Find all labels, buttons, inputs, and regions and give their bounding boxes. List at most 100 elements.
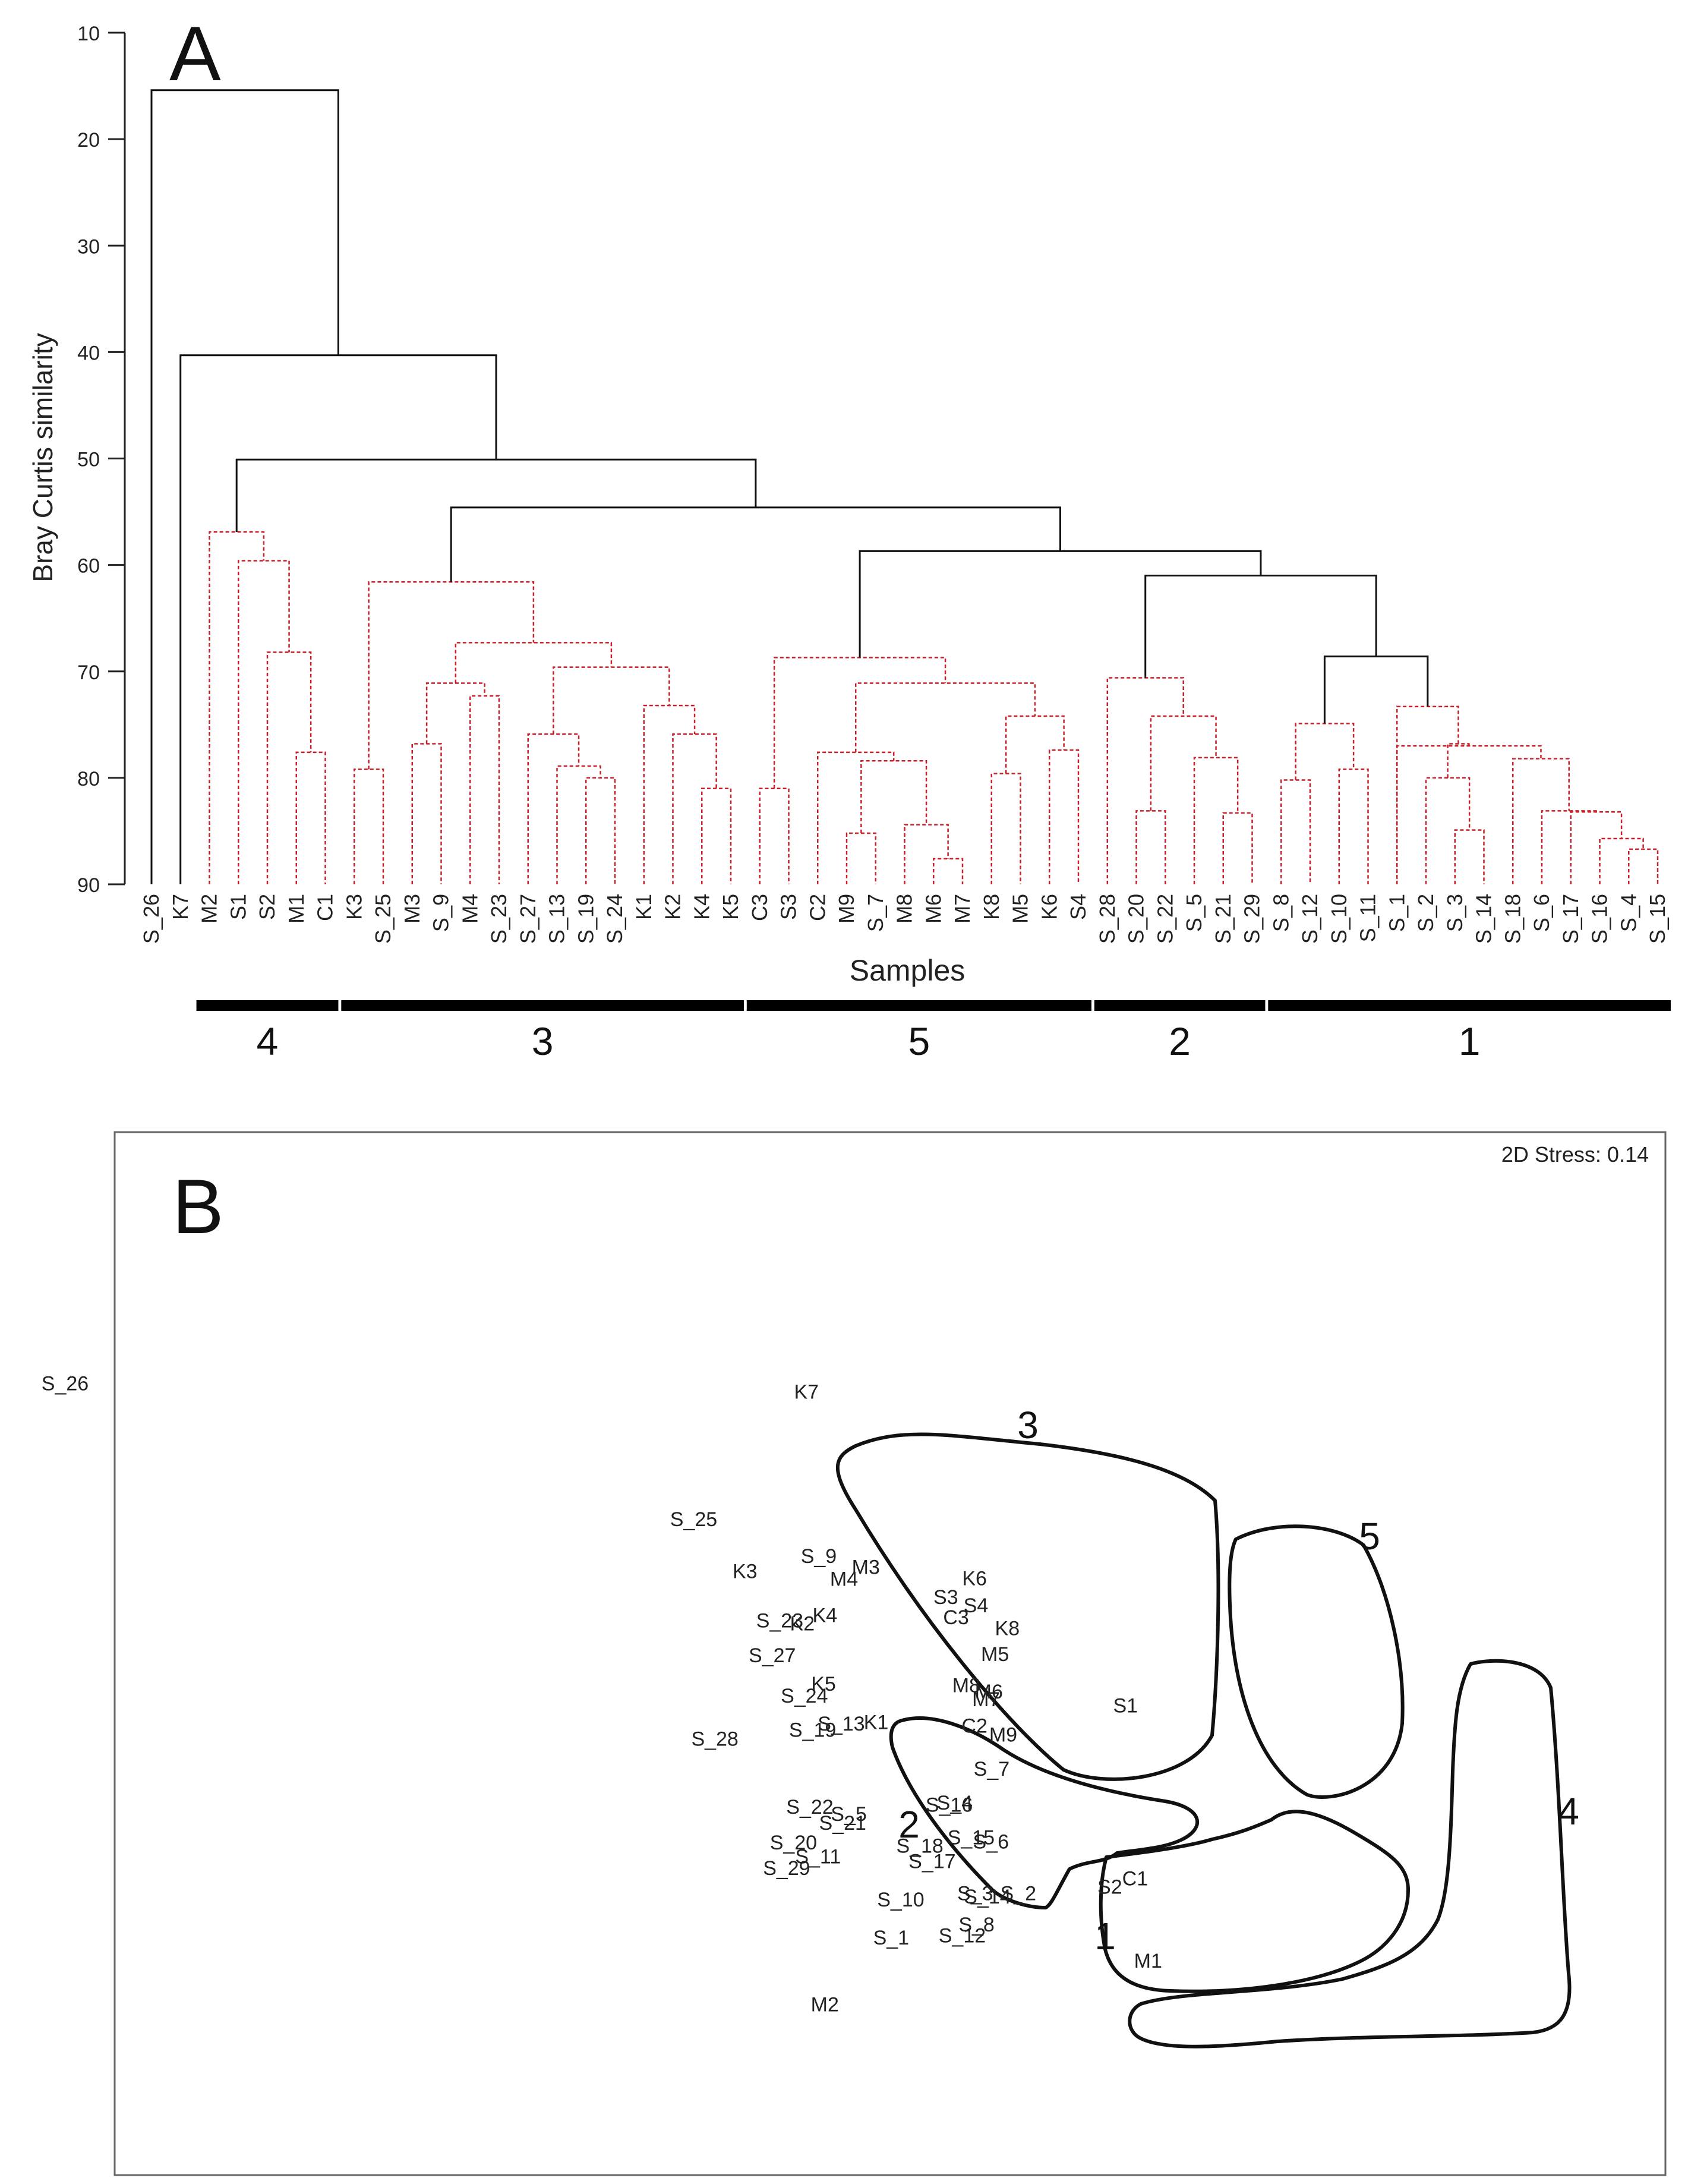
point-label: S2 bbox=[1097, 1876, 1122, 1899]
dendrogram-link bbox=[209, 531, 265, 884]
dendrogram-link bbox=[556, 765, 601, 884]
point-label: S_29 bbox=[763, 1857, 810, 1880]
leaf-label: S_6 bbox=[1529, 894, 1554, 932]
point-label: S_5 bbox=[831, 1803, 867, 1826]
leaf-label: S_18 bbox=[1500, 894, 1525, 944]
dendrogram-link bbox=[990, 773, 1021, 884]
hull-label-5: 5 bbox=[1359, 1515, 1380, 1558]
dendrogram-link bbox=[1396, 745, 1542, 884]
hull-group-1 bbox=[1099, 1810, 1410, 1993]
y-tick-label: 70 bbox=[77, 661, 100, 684]
x-axis-label: Samples bbox=[850, 954, 966, 987]
point-label: S_3 bbox=[957, 1882, 993, 1905]
leaf-label: K4 bbox=[689, 894, 714, 920]
hull-label-2: 2 bbox=[898, 1803, 920, 1846]
dendrogram-link bbox=[235, 458, 757, 532]
leaf-label: S_16 bbox=[1588, 894, 1612, 944]
dendrogram-link bbox=[933, 858, 964, 884]
dendrogram-link bbox=[672, 733, 717, 884]
leaf-label: S_23 bbox=[487, 894, 511, 944]
point-label: S_22 bbox=[786, 1796, 833, 1819]
leaf-label: C2 bbox=[805, 894, 829, 921]
leaf-label: S_21 bbox=[1211, 894, 1235, 944]
leaf-label: M5 bbox=[1008, 894, 1033, 924]
point-label: S_6 bbox=[973, 1831, 1009, 1854]
dendrogram-link bbox=[1447, 743, 1470, 778]
leaf-label: S_9 bbox=[429, 894, 453, 932]
leaf-label: S_19 bbox=[573, 894, 598, 944]
plot-frame bbox=[113, 1131, 1667, 2176]
dendrogram-link bbox=[150, 89, 339, 884]
leaf-label: S_12 bbox=[1298, 894, 1322, 944]
dendrogram-link bbox=[773, 657, 946, 789]
group-bar bbox=[1268, 1000, 1671, 1011]
dendrogram-link bbox=[845, 832, 876, 884]
point-label: S_28 bbox=[691, 1728, 738, 1751]
point-label: C3 bbox=[943, 1606, 968, 1629]
leaf-label: S_4 bbox=[1616, 894, 1640, 932]
leaf-label: S_17 bbox=[1558, 894, 1583, 944]
group-bars: 4 3 5 2 1 bbox=[196, 1000, 1671, 1063]
leaf-label: S_14 bbox=[1472, 894, 1496, 944]
dendrogram-link bbox=[1193, 757, 1239, 884]
point-label: M6 bbox=[975, 1681, 1003, 1703]
leaf-label: M3 bbox=[400, 894, 424, 924]
leaf-label: S_2 bbox=[1413, 894, 1438, 932]
dendrogram-link bbox=[1049, 749, 1080, 884]
dendrogram-link bbox=[1106, 677, 1184, 884]
dendrogram-link bbox=[1135, 810, 1166, 884]
dendrogram-link bbox=[1280, 779, 1311, 884]
point-label: S_26 bbox=[42, 1373, 89, 1395]
hull-group-3 bbox=[835, 1432, 1220, 1781]
group-label: 2 bbox=[1169, 1019, 1191, 1063]
point-label: S_1 bbox=[873, 1927, 910, 1949]
leaf-label: S_5 bbox=[1182, 894, 1206, 932]
leaf-label: S_11 bbox=[1356, 894, 1380, 942]
point-label: M5 bbox=[981, 1643, 1009, 1666]
leaf-label: S_25 bbox=[371, 894, 395, 944]
point-label: S_2 bbox=[1001, 1882, 1037, 1905]
point-label: K5 bbox=[811, 1673, 836, 1695]
leaf-label: M7 bbox=[950, 894, 974, 924]
leaf-label: S1 bbox=[226, 894, 250, 920]
leaf-label: S_28 bbox=[1095, 894, 1119, 944]
group-bar bbox=[746, 1000, 1091, 1011]
y-tick-label: 60 bbox=[77, 555, 100, 578]
y-tick-label: 40 bbox=[77, 342, 100, 364]
dendrogram-link bbox=[904, 824, 949, 884]
dendrogram-link bbox=[179, 354, 497, 884]
point-label: S_15 bbox=[948, 1827, 995, 1849]
point-label: S_8 bbox=[958, 1914, 995, 1936]
dendrogram-link bbox=[553, 666, 670, 735]
hull-label-4: 4 bbox=[1558, 1790, 1579, 1833]
dendrogram-link bbox=[450, 506, 1062, 582]
dendrogram-link bbox=[469, 695, 500, 884]
dendrogram-link bbox=[1338, 768, 1369, 884]
leaf-label: S4 bbox=[1066, 894, 1090, 920]
point-label: K6 bbox=[962, 1567, 987, 1590]
point-label: S_25 bbox=[670, 1508, 717, 1531]
leaf-label: C1 bbox=[313, 894, 337, 921]
dendrogram-link bbox=[859, 550, 1262, 658]
dendrogram-link bbox=[368, 581, 535, 770]
dendrogram-link bbox=[266, 651, 312, 884]
hull-group-2 bbox=[889, 1716, 1200, 1909]
point-label: K1 bbox=[864, 1711, 889, 1734]
point-label: S_11 bbox=[795, 1845, 841, 1868]
point-label: S4 bbox=[964, 1594, 989, 1617]
y-axis-ticks: 10 20 30 40 50 60 70 80 90 bbox=[77, 23, 125, 897]
dendrogram-link bbox=[1512, 758, 1570, 884]
point-label: S_17 bbox=[908, 1850, 955, 1873]
leaf-label: S_27 bbox=[516, 894, 540, 944]
leaf-label: S_7 bbox=[863, 894, 888, 932]
y-tick-label: 80 bbox=[77, 768, 100, 790]
dendrogram-link bbox=[1222, 812, 1253, 884]
point-label: S_14 bbox=[964, 1886, 1011, 1908]
point-label: K4 bbox=[813, 1604, 838, 1627]
dendrogram-link bbox=[1295, 723, 1355, 780]
point-label: S_27 bbox=[749, 1644, 796, 1667]
leaf-label: M2 bbox=[197, 894, 222, 924]
leaf-label: K8 bbox=[979, 894, 1004, 920]
leaf-label: S_3 bbox=[1443, 894, 1467, 932]
